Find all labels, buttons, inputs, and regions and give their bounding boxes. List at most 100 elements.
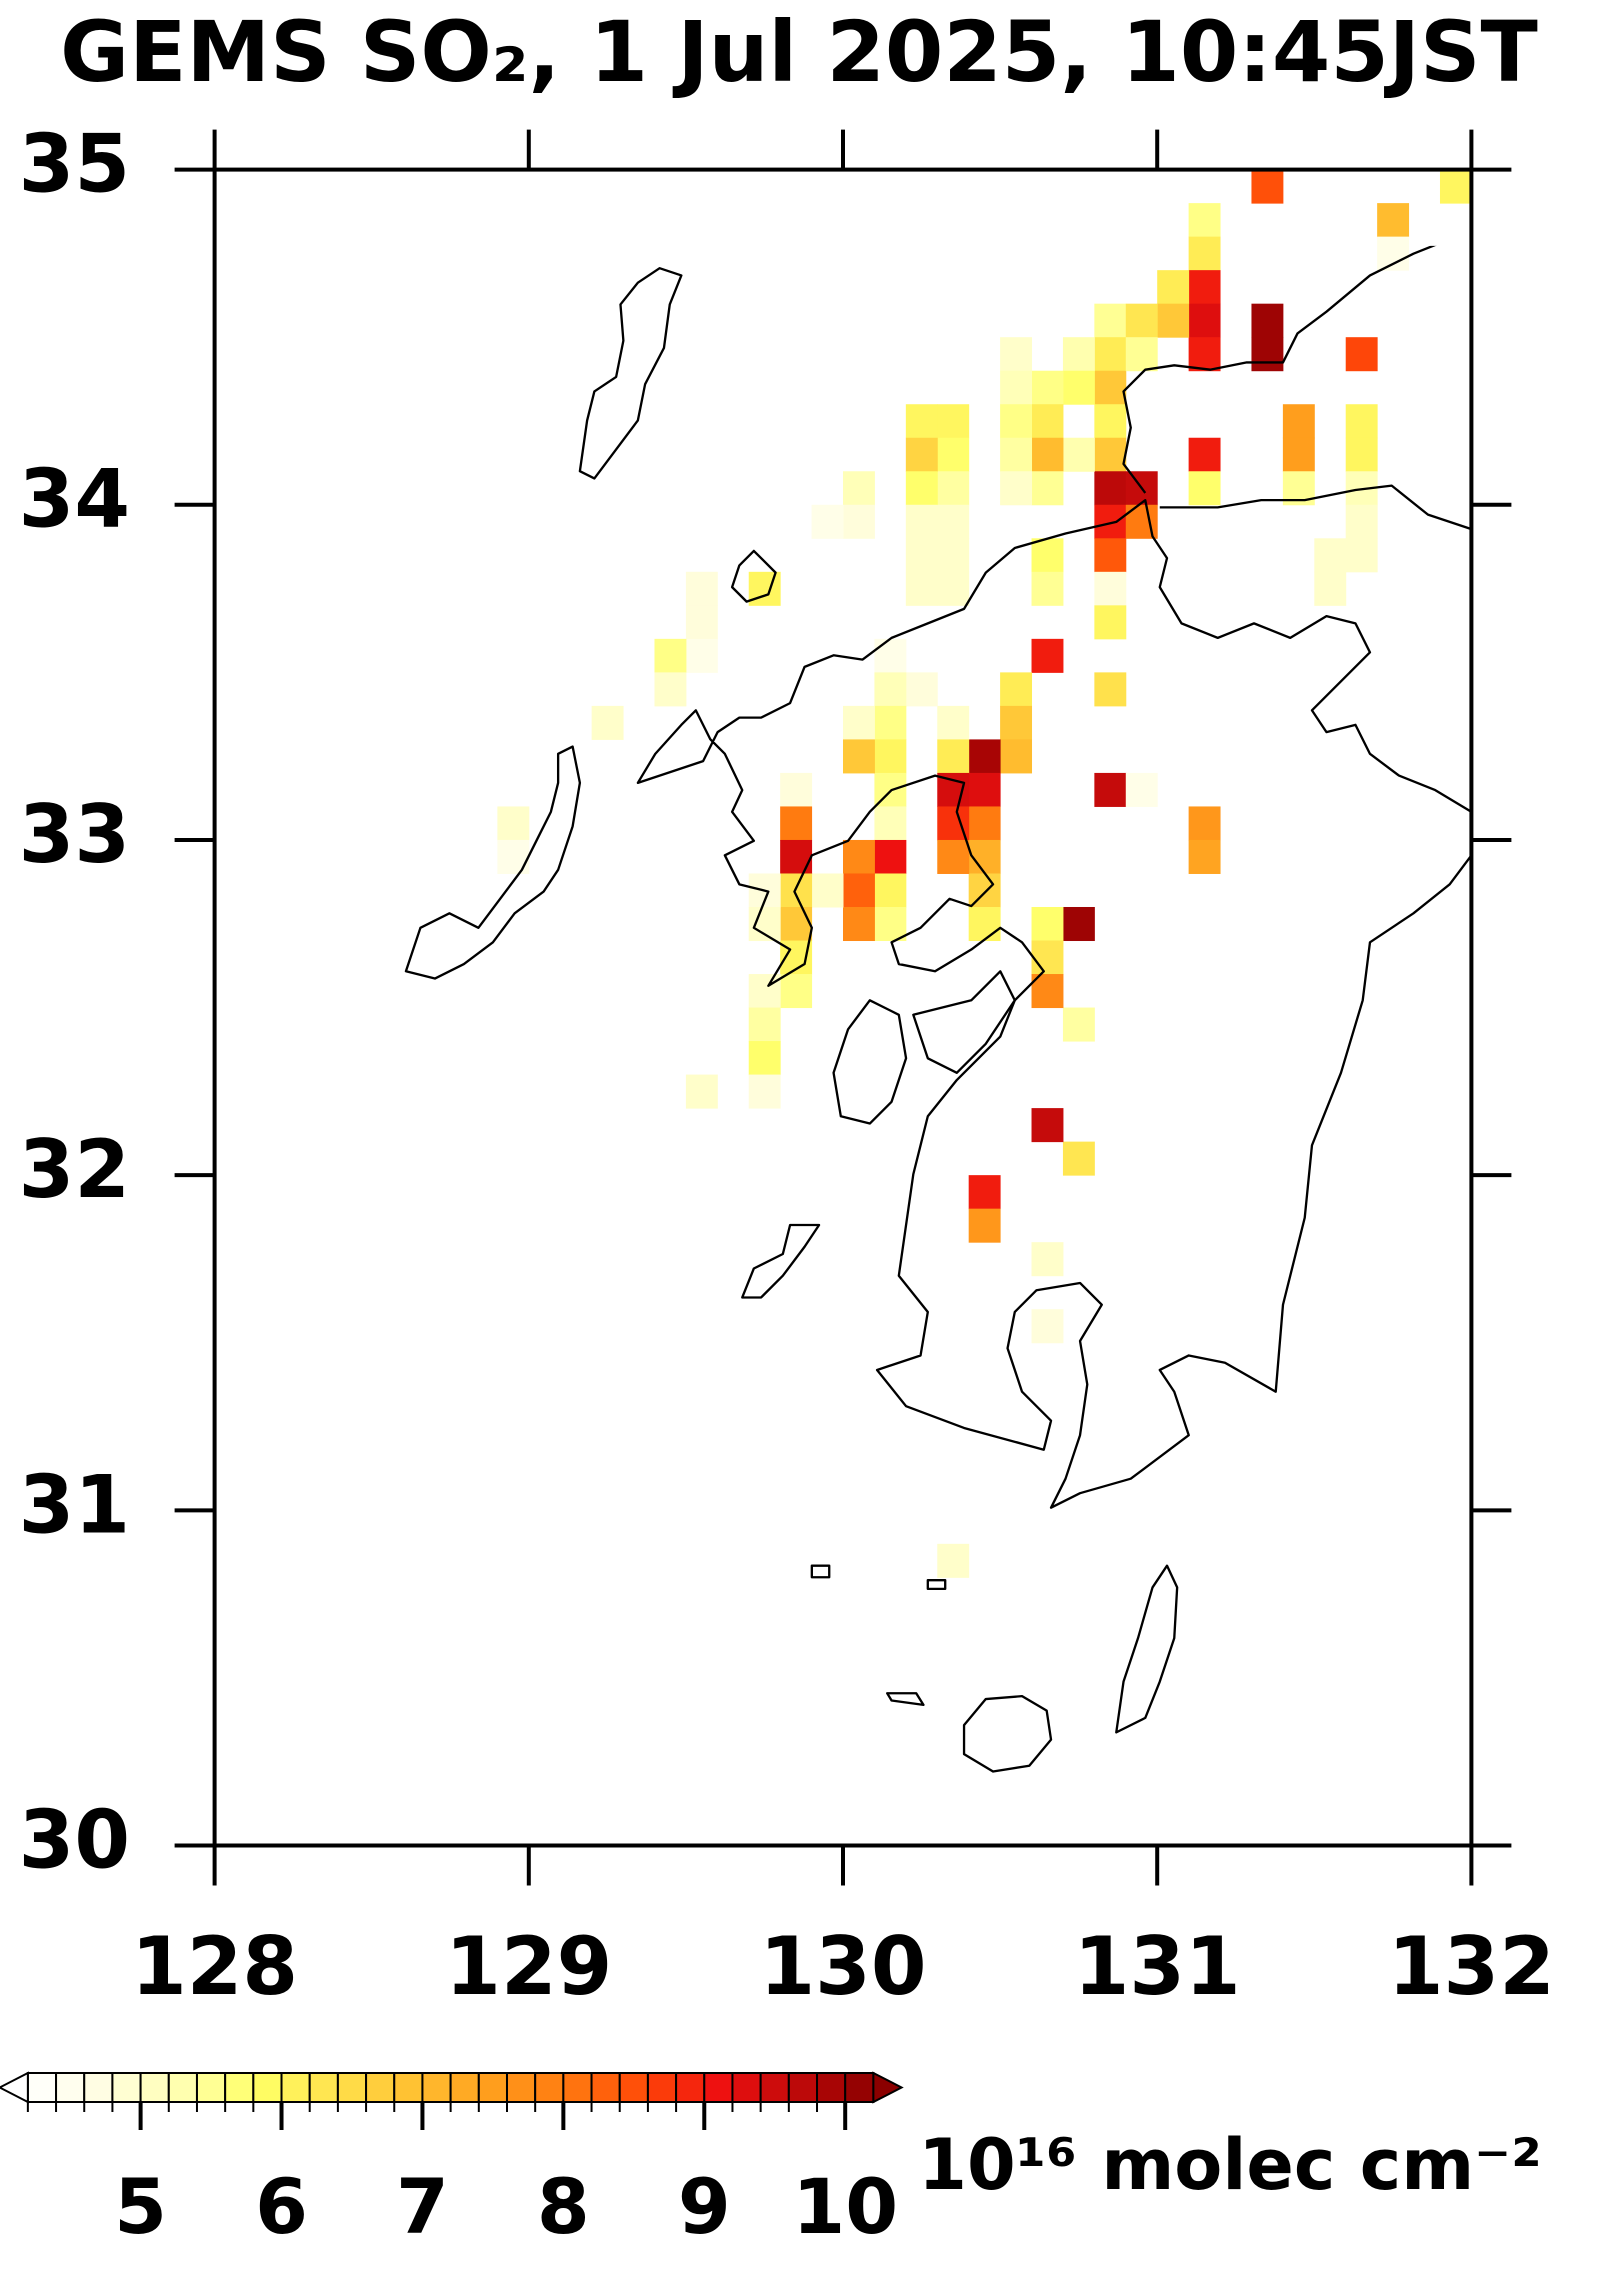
cell xyxy=(905,538,938,573)
cell xyxy=(1094,404,1127,439)
y-tick-label: 34 xyxy=(19,453,130,546)
cell xyxy=(937,705,970,740)
cell xyxy=(780,806,813,841)
cell xyxy=(1031,638,1064,673)
cell xyxy=(1094,538,1127,573)
colorbar-arrow-low xyxy=(0,2071,29,2104)
colorbar-box xyxy=(83,2072,114,2103)
cell xyxy=(780,839,813,874)
colorbar-box xyxy=(759,2072,790,2103)
cell xyxy=(843,705,875,740)
colorbar-box xyxy=(844,2072,875,2103)
cell xyxy=(780,906,813,942)
coastline xyxy=(404,745,582,980)
colorbar-tick-label: 9 xyxy=(678,2162,731,2251)
cell xyxy=(1062,1141,1095,1176)
y-tick-label: 35 xyxy=(19,118,130,211)
cell xyxy=(905,571,938,606)
colorbar-arrow-high xyxy=(872,2071,904,2104)
cell xyxy=(685,605,718,640)
colorbar-box xyxy=(167,2072,198,2103)
colorbar-box xyxy=(55,2072,86,2103)
cell xyxy=(1188,839,1221,874)
cell xyxy=(1031,571,1064,606)
colorbar-box xyxy=(731,2072,762,2103)
cell xyxy=(968,906,1001,942)
coastline xyxy=(832,999,908,1125)
coastline xyxy=(1115,1564,1179,1734)
colorbar: 5 6 7 8 9 10 xyxy=(0,2071,904,2251)
x-tick-label: 129 xyxy=(445,1920,612,2013)
cell xyxy=(843,471,875,506)
cell xyxy=(1031,538,1064,573)
cell xyxy=(1094,571,1127,606)
cell xyxy=(905,504,938,539)
colorbar-box xyxy=(280,2072,311,2103)
cell xyxy=(780,772,813,807)
cell xyxy=(937,437,970,472)
colorbar-tick-label: 10 xyxy=(792,2162,898,2251)
cell xyxy=(1031,1309,1064,1344)
cell xyxy=(874,906,907,942)
cell xyxy=(1031,1242,1064,1277)
cell xyxy=(937,739,970,774)
coastline xyxy=(1122,245,1437,494)
cell xyxy=(1251,169,1284,204)
chart-title: GEMS SO₂, 1 Jul 2025, 10:45JST xyxy=(60,3,1538,101)
colorbar-box xyxy=(816,2072,847,2103)
colorbar-box xyxy=(393,2072,424,2103)
cell xyxy=(1439,169,1472,204)
colorbar-tick-label: 6 xyxy=(255,2162,308,2251)
coastline xyxy=(1159,484,1472,531)
cell xyxy=(1031,1108,1064,1143)
cell xyxy=(1345,337,1378,372)
coastline xyxy=(962,1694,1053,1773)
cell xyxy=(748,1041,781,1076)
cell xyxy=(874,705,907,740)
cell xyxy=(1345,504,1378,539)
cell xyxy=(1094,672,1127,707)
cell xyxy=(1314,538,1347,573)
colorbar-box xyxy=(336,2072,368,2103)
cell xyxy=(905,471,938,506)
colorbar-tick-label: 5 xyxy=(114,2162,167,2251)
colorbar-box xyxy=(252,2072,283,2103)
cell xyxy=(937,1543,970,1578)
cell xyxy=(1094,772,1127,807)
y-tick-label: 32 xyxy=(19,1123,130,1216)
cell xyxy=(780,974,813,1009)
coastline xyxy=(217,170,369,232)
cell xyxy=(937,538,970,573)
cell xyxy=(591,705,624,740)
cell xyxy=(1251,303,1284,338)
cell xyxy=(497,806,530,841)
cell xyxy=(874,739,907,774)
x-tick-label: 132 xyxy=(1388,1920,1555,2013)
cell xyxy=(748,1007,781,1042)
cell xyxy=(748,571,781,606)
cell xyxy=(1000,672,1033,707)
cell xyxy=(1094,471,1127,506)
x-tick-label: 130 xyxy=(760,1920,927,2013)
cell xyxy=(874,638,907,673)
x-tick-label: 128 xyxy=(131,1920,298,2013)
colorbar-box xyxy=(787,2072,819,2103)
cell xyxy=(937,571,970,606)
cell xyxy=(1314,571,1347,606)
cell xyxy=(748,906,781,942)
cell xyxy=(1000,404,1033,439)
colorbar-box xyxy=(477,2072,508,2103)
cell xyxy=(937,471,970,506)
coastline xyxy=(810,1564,947,1707)
colorbar-box xyxy=(308,2072,339,2103)
cell xyxy=(968,839,1001,874)
cell xyxy=(874,873,907,908)
cell xyxy=(1094,437,1127,472)
cell xyxy=(968,772,1001,807)
coastlines xyxy=(217,170,1473,1773)
cell xyxy=(1062,337,1095,372)
cell xyxy=(1377,236,1410,271)
cell xyxy=(1251,337,1284,372)
colorbar-box xyxy=(26,2072,58,2103)
